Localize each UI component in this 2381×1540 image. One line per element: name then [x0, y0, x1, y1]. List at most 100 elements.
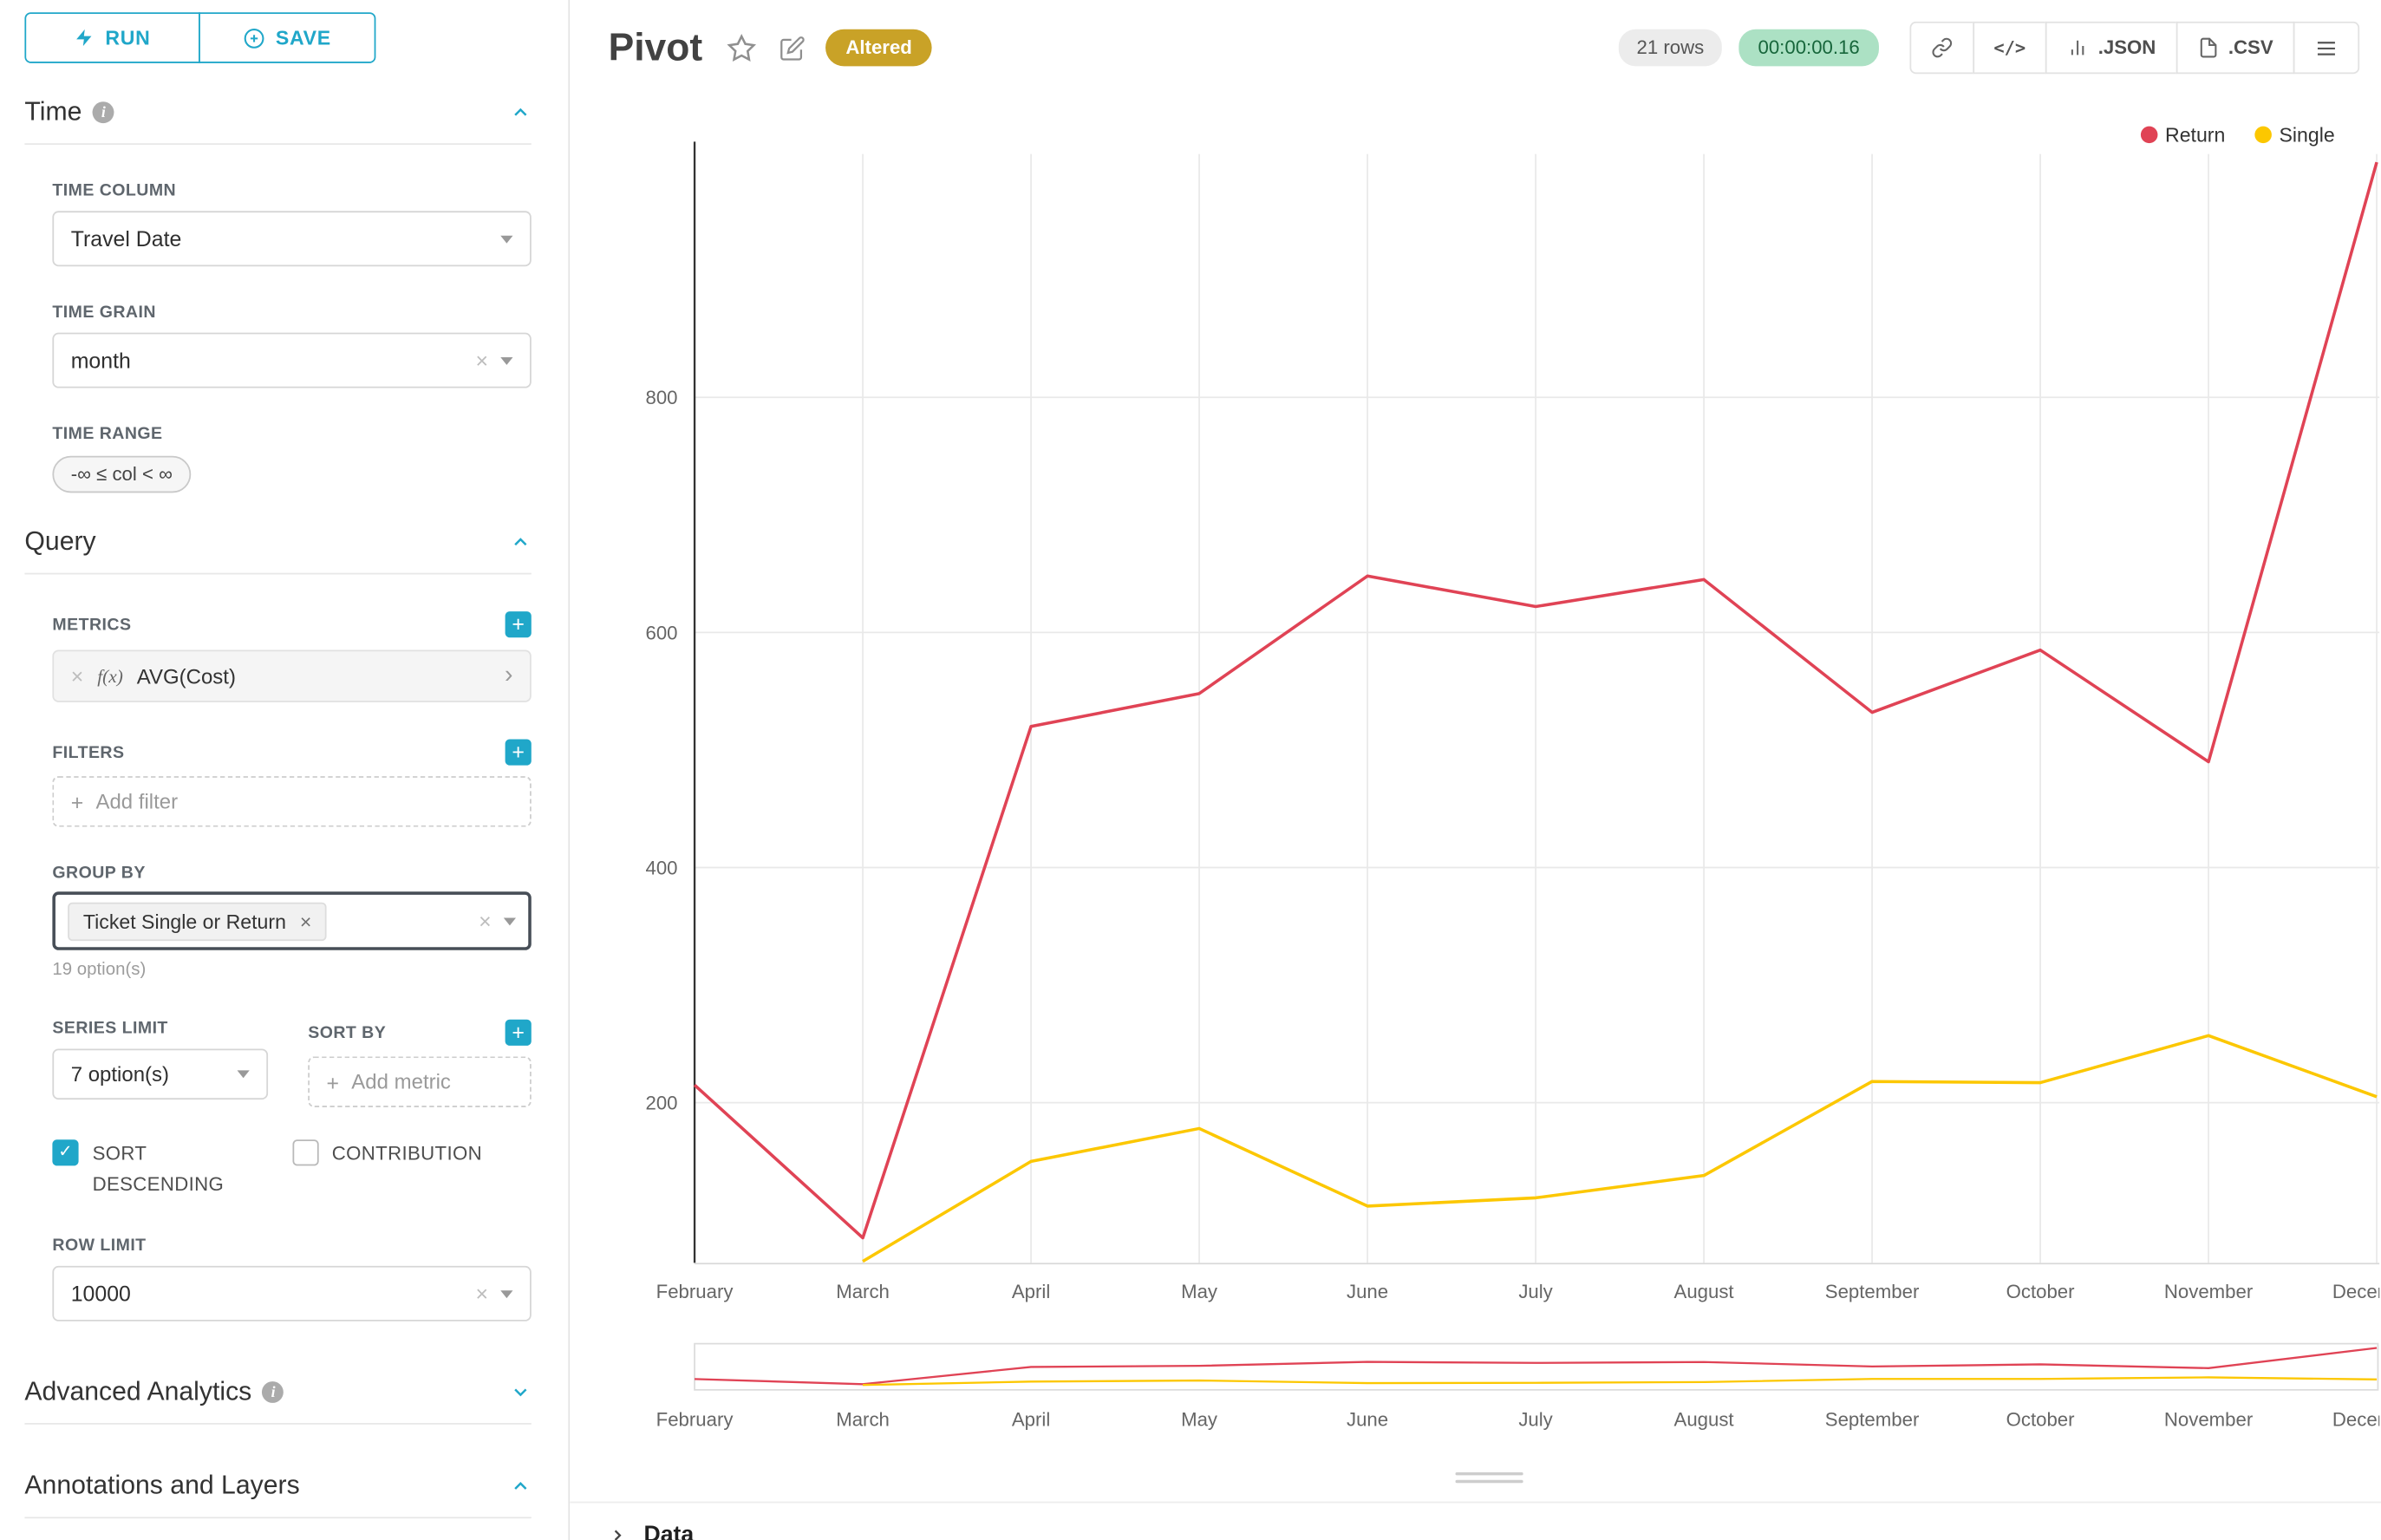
menu-icon — [2317, 41, 2335, 55]
time-range-label: TIME RANGE — [52, 425, 163, 444]
edit-properties-button[interactable] — [776, 31, 808, 63]
series-line-mini — [863, 1376, 2378, 1387]
series-line — [862, 1034, 2378, 1263]
mini-x-tick-label: April — [1012, 1409, 1050, 1431]
run-label: RUN — [105, 26, 151, 49]
limit-sort-row: SERIES LIMIT 7 option(s) SORT BY + + Add… — [52, 980, 532, 1107]
caret-down-icon — [500, 234, 513, 243]
caret-down-icon — [500, 356, 513, 365]
filters-label: FILTERS — [52, 742, 125, 762]
add-filter-dropzone[interactable]: + Add filter — [52, 776, 532, 827]
query-section-header[interactable]: Query — [24, 526, 532, 575]
y-tick-label: 600 — [645, 622, 677, 643]
x-tick-label: March — [836, 1281, 890, 1302]
x-tick-label: June — [1347, 1281, 1388, 1302]
clear-icon[interactable]: × — [475, 348, 489, 373]
favorite-button[interactable] — [724, 30, 760, 66]
group-by-label: GROUP BY — [52, 864, 146, 883]
sort-descending-checkbox[interactable]: ✓ SORT DESCENDING — [52, 1138, 291, 1199]
advanced-analytics-header[interactable]: Advanced Analytics i — [24, 1377, 532, 1425]
more-menu-button[interactable] — [2293, 21, 2360, 75]
chevron-up-icon — [514, 538, 527, 546]
time-grain-select[interactable]: month × — [52, 332, 532, 388]
chart-title: Pivot — [608, 25, 703, 69]
x-tick-label: October — [2006, 1281, 2076, 1302]
mini-chart[interactable]: February March April May June July August Septe… — [570, 1342, 2379, 1439]
mini-x-tick-label: December — [2332, 1409, 2379, 1431]
save-label: SAVE — [275, 26, 331, 49]
star-icon — [727, 33, 757, 62]
checkbox-row: ✓ SORT DESCENDING CONTRIBUTION — [52, 1138, 531, 1199]
json-label: .JSON — [2097, 36, 2156, 59]
add-filter-button[interactable]: + — [505, 739, 532, 766]
plus-icon: + — [326, 1069, 340, 1094]
legend-item[interactable]: Return — [2140, 123, 2225, 147]
mini-x-tick-label: November — [2164, 1409, 2254, 1431]
embed-code-button[interactable]: </> — [1972, 21, 2048, 75]
y-tick-label: 400 — [645, 857, 677, 878]
add-sort-metric-button[interactable]: + — [505, 1019, 532, 1046]
add-filter-placeholder: Add filter — [95, 790, 179, 813]
contribution-checkbox[interactable]: CONTRIBUTION — [291, 1138, 532, 1199]
chevron-right-icon[interactable]: › — [505, 662, 513, 688]
time-range-pill[interactable]: -∞ ≤ col < ∞ — [52, 455, 192, 493]
series-limit-label: SERIES LIMIT — [52, 1019, 168, 1039]
mini-x-tick-label: June — [1347, 1409, 1388, 1431]
info-icon: i — [92, 101, 114, 124]
lightning-icon — [76, 29, 93, 47]
sort-by-dropzone[interactable]: + Add metric — [308, 1056, 532, 1107]
plus-icon: + — [512, 739, 525, 764]
remove-value-icon[interactable]: × — [299, 909, 312, 933]
y-tick-label: 800 — [645, 387, 677, 408]
plus-icon: + — [512, 1019, 525, 1045]
series-line — [693, 161, 2378, 1240]
data-panel-toggle[interactable]: Data — [570, 1501, 2381, 1540]
group-by-select[interactable]: Ticket Single or Return × × — [52, 891, 532, 950]
mini-x-tick-label: March — [836, 1409, 890, 1431]
sort-by-label: SORT BY — [308, 1023, 387, 1042]
main-chart: 200 400 600 800 February March April May June Jul… — [645, 141, 2380, 1302]
legend-label: Single — [2279, 123, 2335, 147]
caret-down-icon — [503, 917, 517, 925]
sort-descending-label: SORT DESCENDING — [92, 1142, 225, 1196]
legend-dot-icon — [2254, 126, 2272, 144]
group-by-value-pill[interactable]: Ticket Single or Return × — [68, 901, 328, 941]
query-section-body: METRICS + × f(x) AVG(Cost) › FILTERS + +… — [52, 611, 532, 1321]
x-tick-label: November — [2164, 1281, 2254, 1302]
row-limit-value: 10000 — [70, 1281, 131, 1307]
series-limit-value: 7 option(s) — [70, 1062, 170, 1086]
time-section-header[interactable]: Time i — [24, 97, 532, 145]
save-button[interactable]: SAVE — [199, 12, 376, 63]
csv-label: .CSV — [2228, 36, 2273, 59]
run-button[interactable]: RUN — [24, 12, 200, 63]
toolbar: RUN SAVE — [24, 12, 376, 63]
legend-item[interactable]: Single — [2254, 123, 2335, 147]
export-json-button[interactable]: .JSON — [2045, 21, 2178, 75]
fx-icon: f(x) — [97, 664, 123, 687]
time-column-label: TIME COLUMN — [52, 181, 177, 200]
mini-x-tick-label: February — [656, 1409, 734, 1431]
altered-badge[interactable]: Altered — [825, 29, 932, 67]
plus-circle-icon — [244, 28, 264, 48]
chevron-up-icon — [514, 1481, 527, 1490]
mini-x-tick-label: October — [2006, 1409, 2076, 1431]
remove-metric-icon[interactable]: × — [70, 663, 84, 688]
info-icon: i — [262, 1381, 284, 1403]
row-limit-select[interactable]: 10000 × — [52, 1265, 532, 1321]
metric-item[interactable]: × f(x) AVG(Cost) › — [52, 649, 532, 702]
clear-icon[interactable]: × — [479, 908, 492, 934]
add-metric-button[interactable]: + — [505, 611, 532, 638]
annotations-layers-header[interactable]: Annotations and Layers — [24, 1471, 532, 1519]
export-csv-button[interactable]: .CSV — [2176, 21, 2295, 75]
chart-legend: Return Single — [2140, 123, 2335, 147]
options-hint: 19 option(s) — [52, 961, 147, 980]
time-column-select[interactable]: Travel Date — [52, 211, 532, 267]
series-limit-select[interactable]: 7 option(s) — [52, 1048, 269, 1100]
short-link-button[interactable] — [1908, 21, 1974, 75]
x-tick-label: May — [1181, 1281, 1218, 1302]
bar-chart-icon — [2071, 40, 2084, 55]
clear-icon[interactable]: × — [475, 1281, 489, 1307]
plus-icon: + — [70, 789, 84, 814]
panel-resize-handle[interactable] — [1455, 1468, 1523, 1488]
